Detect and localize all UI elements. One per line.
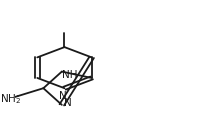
Text: N: N: [64, 98, 72, 108]
Text: NH: NH: [62, 70, 78, 80]
Text: NH$_2$: NH$_2$: [0, 92, 21, 106]
Text: N: N: [59, 90, 67, 100]
